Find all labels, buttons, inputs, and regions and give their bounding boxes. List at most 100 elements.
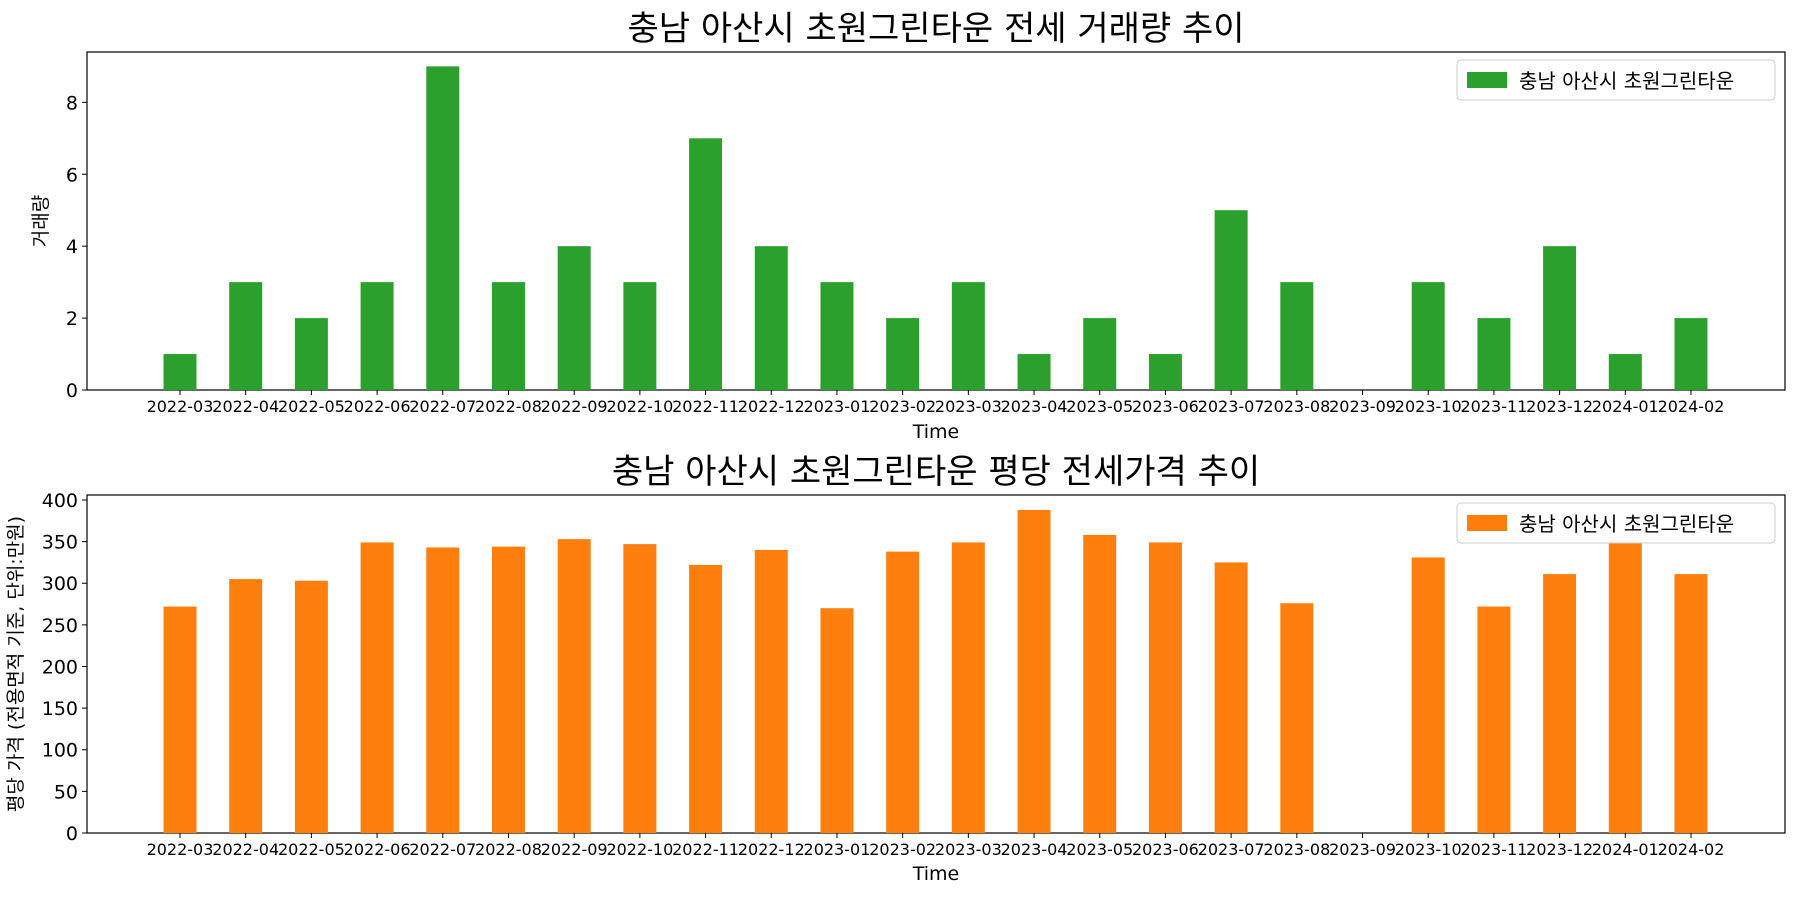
bar xyxy=(886,318,920,390)
chart-title: 충남 아산시 초원그린타운 평당 전세가격 추이 xyxy=(612,452,1260,492)
bar xyxy=(1017,354,1051,390)
x-tick-label: 2023-11 xyxy=(1460,840,1527,859)
bar xyxy=(1477,606,1511,833)
y-tick-label: 100 xyxy=(42,740,78,762)
legend-swatch xyxy=(1467,515,1507,531)
x-tick-label: 2023-06 xyxy=(1132,840,1199,859)
bar xyxy=(1543,574,1577,833)
x-tick-label: 2022-09 xyxy=(541,840,608,859)
bar xyxy=(360,542,394,833)
y-axis-label: 거래량 xyxy=(30,195,52,247)
bar xyxy=(426,547,460,833)
x-tick-label: 2023-01 xyxy=(804,397,871,416)
bar xyxy=(754,246,788,390)
bar xyxy=(689,564,723,833)
x-tick-label: 2022-12 xyxy=(738,840,805,859)
bar xyxy=(229,282,263,390)
bar xyxy=(163,354,197,390)
x-tick-label: 2022-06 xyxy=(344,397,411,416)
x-tick-label: 2023-10 xyxy=(1395,397,1462,416)
y-tick-label: 0 xyxy=(66,823,78,845)
x-tick-label: 2023-06 xyxy=(1132,397,1199,416)
x-tick-label: 2022-04 xyxy=(212,397,279,416)
y-axis-label: 평당 가격 (전용면적 기준, 단위:만원) xyxy=(5,516,27,812)
x-tick-label: 2024-01 xyxy=(1592,840,1659,859)
y-tick-label: 6 xyxy=(66,164,78,186)
bar xyxy=(1280,282,1314,390)
bar xyxy=(1674,574,1708,833)
plot-area-frame xyxy=(86,51,1786,391)
x-tick-label: 2022-12 xyxy=(738,397,805,416)
bar xyxy=(1543,246,1577,390)
x-tick-label: 2024-01 xyxy=(1592,397,1659,416)
y-tick-label: 400 xyxy=(42,490,78,512)
legend-label: 충남 아산시 초원그린타운 xyxy=(1519,69,1734,93)
x-tick-label: 2022-03 xyxy=(147,397,214,416)
bar xyxy=(294,580,328,833)
x-tick-label: 2022-08 xyxy=(475,840,542,859)
x-tick-label: 2023-01 xyxy=(804,840,871,859)
y-tick-label: 0 xyxy=(66,380,78,402)
x-tick-label: 2023-05 xyxy=(1066,840,1133,859)
y-tick-label: 8 xyxy=(66,92,78,114)
bar xyxy=(886,551,920,833)
x-tick-label: 2022-09 xyxy=(541,397,608,416)
x-tick-label: 2023-08 xyxy=(1263,397,1330,416)
chart-title: 충남 아산시 초원그린타운 전세 거래량 추이 xyxy=(627,9,1244,49)
x-tick-label: 2022-08 xyxy=(475,397,542,416)
legend-box xyxy=(1456,502,1776,544)
x-tick-label: 2023-04 xyxy=(1001,840,1068,859)
x-tick-label: 2023-03 xyxy=(935,397,1002,416)
bar xyxy=(1411,282,1445,390)
x-tick-label: 2022-04 xyxy=(212,840,279,859)
x-tick-label: 2022-05 xyxy=(278,840,345,859)
plot-area-frame xyxy=(86,494,1786,834)
bar xyxy=(1083,534,1117,833)
x-tick-label: 2022-10 xyxy=(606,397,673,416)
x-tick-label: 2023-11 xyxy=(1460,397,1527,416)
x-tick-label: 2022-07 xyxy=(409,840,476,859)
x-axis-label: Time xyxy=(912,421,960,443)
x-tick-label: 2022-05 xyxy=(278,397,345,416)
bar xyxy=(951,542,985,833)
x-tick-label: 2023-05 xyxy=(1066,397,1133,416)
x-tick-label: 2023-12 xyxy=(1526,840,1593,859)
bar xyxy=(754,549,788,833)
bar xyxy=(163,606,197,833)
bar xyxy=(820,608,854,833)
bar xyxy=(1017,509,1051,833)
bar xyxy=(360,282,394,390)
bar xyxy=(491,546,525,833)
bar xyxy=(557,246,591,390)
x-tick-label: 2023-10 xyxy=(1395,840,1462,859)
bar xyxy=(1148,542,1182,833)
x-tick-label: 2023-07 xyxy=(1198,840,1265,859)
bar xyxy=(689,138,723,390)
x-tick-label: 2023-07 xyxy=(1198,397,1265,416)
bar xyxy=(623,544,657,833)
x-tick-label: 2022-11 xyxy=(672,840,739,859)
bar xyxy=(491,282,525,390)
legend-swatch xyxy=(1467,72,1507,88)
bar xyxy=(623,282,657,390)
x-tick-label: 2023-03 xyxy=(935,840,1002,859)
bar xyxy=(426,66,460,390)
x-tick-label: 2023-02 xyxy=(869,840,936,859)
bar xyxy=(1214,562,1248,833)
x-tick-label: 2023-09 xyxy=(1329,397,1396,416)
bar xyxy=(1608,354,1642,390)
bar xyxy=(557,539,591,833)
x-tick-label: 2022-11 xyxy=(672,397,739,416)
y-tick-label: 200 xyxy=(42,656,78,678)
x-tick-label: 2023-12 xyxy=(1526,397,1593,416)
bar xyxy=(1608,543,1642,833)
y-tick-label: 50 xyxy=(54,781,78,803)
x-tick-label: 2022-03 xyxy=(147,840,214,859)
bar xyxy=(1148,354,1182,390)
y-tick-label: 150 xyxy=(42,698,78,720)
bar xyxy=(294,318,328,390)
x-tick-label: 2024-02 xyxy=(1658,397,1725,416)
bar xyxy=(1477,318,1511,390)
bar xyxy=(820,282,854,390)
y-tick-label: 4 xyxy=(66,236,78,258)
